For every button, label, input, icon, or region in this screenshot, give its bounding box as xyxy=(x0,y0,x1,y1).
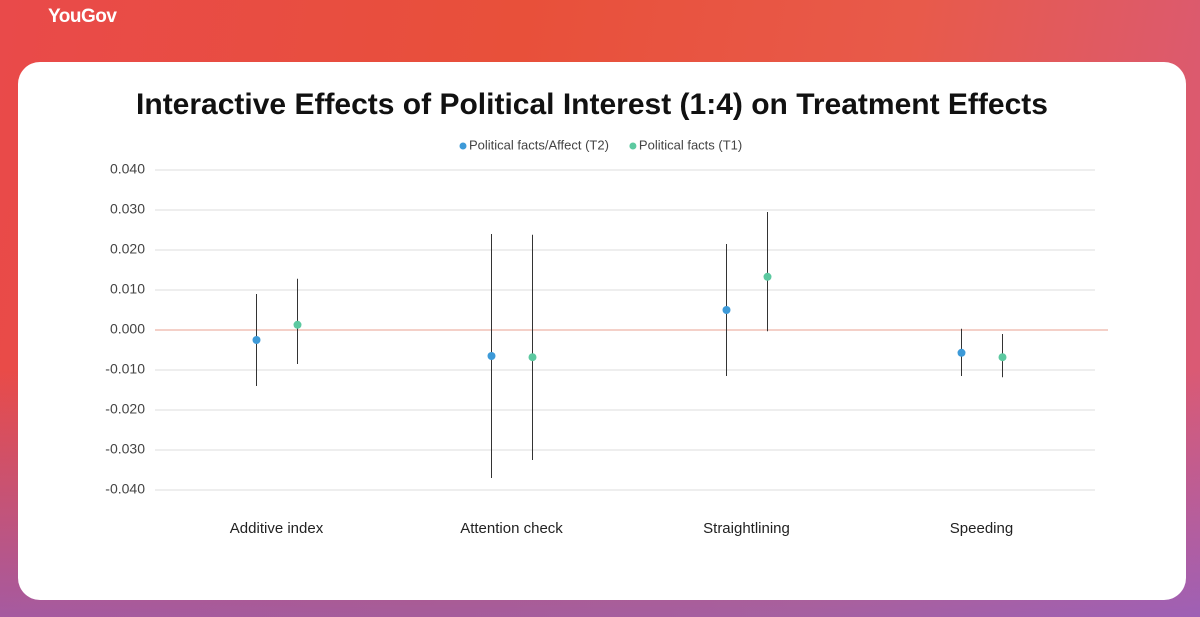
x-tick-label: Speeding xyxy=(950,520,1013,537)
legend-marker xyxy=(629,142,637,150)
point xyxy=(293,320,302,329)
point xyxy=(998,353,1007,362)
x-tick-label: Additive index xyxy=(230,520,324,537)
card xyxy=(18,62,1186,600)
x-tick-label: Attention check xyxy=(460,520,563,537)
y-tick-label: 0.020 xyxy=(110,241,145,257)
point xyxy=(487,352,496,360)
point xyxy=(722,306,731,314)
x-tick-label: Straightlining xyxy=(703,520,790,537)
legend-label: Political facts/Affect (T2) xyxy=(469,137,609,152)
y-tick-label: -0.030 xyxy=(105,441,145,457)
legend-marker xyxy=(459,142,467,150)
y-tick-label: -0.040 xyxy=(105,481,145,497)
logo: YouGov xyxy=(48,6,117,27)
y-tick-label: 0.000 xyxy=(110,321,145,337)
y-tick-label: 0.010 xyxy=(110,281,145,297)
legend-label: Political facts (T1) xyxy=(639,137,742,152)
point xyxy=(528,353,537,362)
point xyxy=(957,348,966,357)
y-tick-label: -0.020 xyxy=(105,401,145,417)
y-tick-label: 0.030 xyxy=(110,201,145,217)
y-tick-label: -0.010 xyxy=(105,361,145,377)
point xyxy=(252,336,261,344)
y-tick-label: 0.040 xyxy=(110,161,145,177)
chart-title: Interactive Effects of Political Interes… xyxy=(136,88,1048,121)
point xyxy=(763,272,772,281)
